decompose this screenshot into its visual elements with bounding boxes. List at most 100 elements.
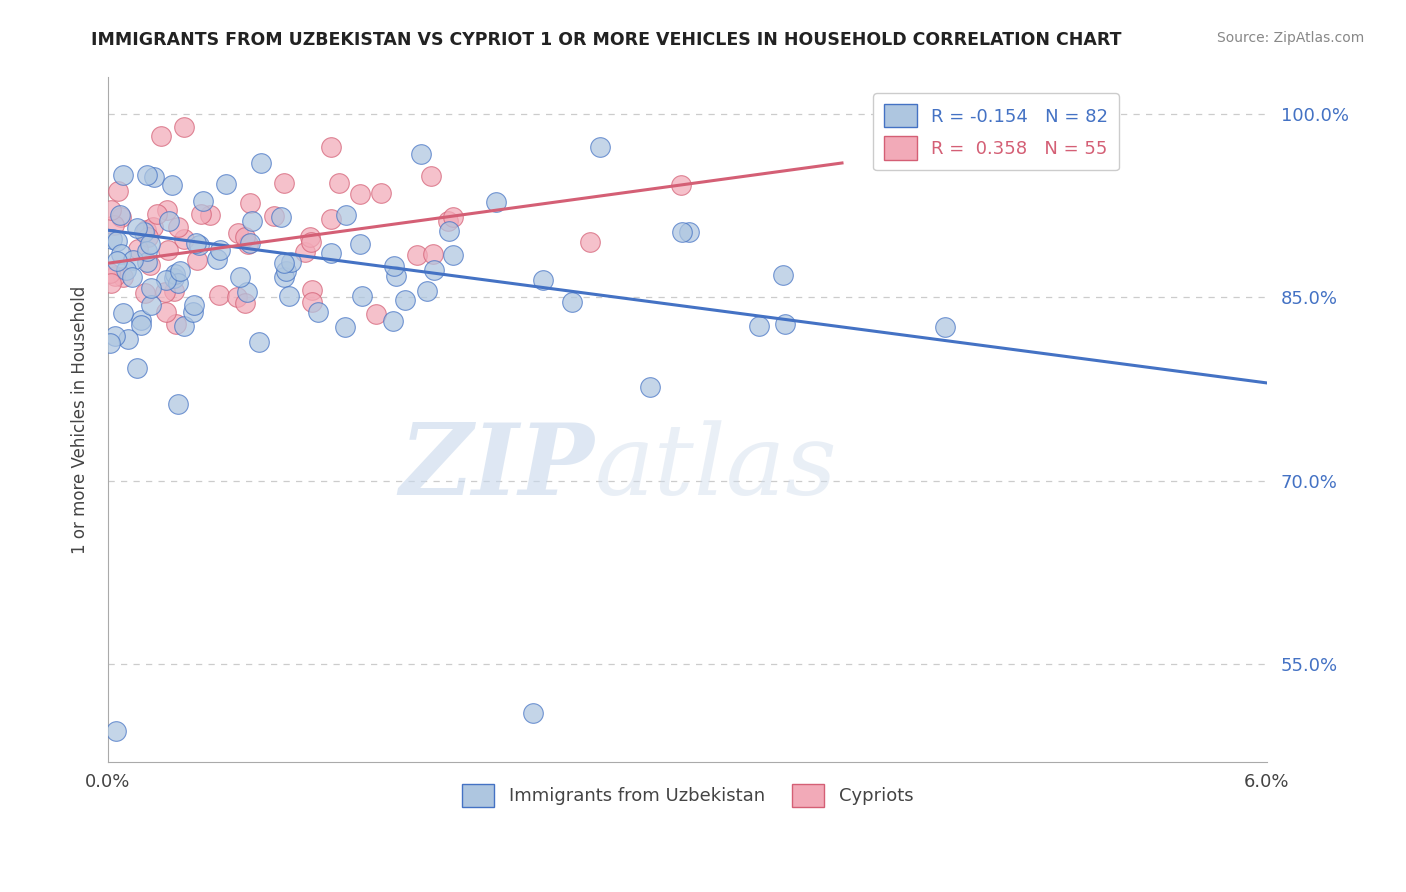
Point: [335, 208, 357, 222]
Point: [678, 225, 700, 239]
Point: [423, 262, 446, 277]
Point: [531, 273, 554, 287]
Point: [307, 304, 329, 318]
Point: [127, 221, 149, 235]
Point: [160, 178, 183, 193]
Point: [247, 334, 270, 349]
Point: [441, 247, 464, 261]
Point: [299, 235, 322, 249]
Text: ZIP: ZIP: [399, 419, 595, 516]
Point: [190, 207, 212, 221]
Point: [98, 336, 121, 351]
Point: [229, 270, 252, 285]
Point: [105, 254, 128, 268]
Point: [333, 320, 356, 334]
Y-axis label: 1 or more Vehicles in Household: 1 or more Vehicles in Household: [72, 285, 89, 554]
Point: [349, 237, 371, 252]
Point: [561, 295, 583, 310]
Point: [437, 224, 460, 238]
Point: [183, 298, 205, 312]
Point: [280, 255, 302, 269]
Point: [485, 195, 508, 210]
Point: [934, 320, 956, 334]
Point: [135, 255, 157, 269]
Point: [437, 214, 460, 228]
Point: [139, 297, 162, 311]
Point: [101, 232, 124, 246]
Point: [382, 259, 405, 273]
Point: [104, 329, 127, 343]
Point: [328, 176, 350, 190]
Point: [406, 248, 429, 262]
Point: [226, 226, 249, 240]
Point: [187, 237, 209, 252]
Point: [200, 208, 222, 222]
Point: [142, 220, 165, 235]
Point: [263, 209, 285, 223]
Point: [105, 234, 128, 248]
Point: [273, 256, 295, 270]
Point: [111, 306, 134, 320]
Point: [186, 252, 208, 267]
Point: [163, 284, 186, 298]
Point: [273, 269, 295, 284]
Point: [104, 724, 127, 739]
Point: [370, 186, 392, 201]
Point: [115, 263, 138, 277]
Point: [191, 194, 214, 208]
Point: [111, 168, 134, 182]
Point: [301, 295, 323, 310]
Point: [143, 170, 166, 185]
Point: [165, 317, 187, 331]
Point: [155, 273, 177, 287]
Text: Source: ZipAtlas.com: Source: ZipAtlas.com: [1216, 31, 1364, 45]
Point: [671, 178, 693, 192]
Point: [441, 211, 464, 225]
Point: [110, 210, 132, 224]
Point: [416, 284, 439, 298]
Legend: Immigrants from Uzbekistan, Cypriots: Immigrants from Uzbekistan, Cypriots: [454, 777, 921, 814]
Point: [181, 305, 204, 319]
Point: [772, 268, 794, 282]
Point: [163, 267, 186, 281]
Point: [134, 286, 156, 301]
Point: [366, 307, 388, 321]
Point: [214, 177, 236, 191]
Point: [129, 318, 152, 333]
Point: [522, 706, 544, 720]
Text: atlas: atlas: [595, 420, 838, 516]
Point: [100, 276, 122, 290]
Point: [149, 129, 172, 144]
Point: [103, 218, 125, 232]
Point: [157, 243, 180, 257]
Point: [239, 195, 262, 210]
Point: [233, 230, 256, 244]
Point: [236, 237, 259, 252]
Point: [173, 232, 195, 246]
Point: [184, 236, 207, 251]
Point: [578, 235, 600, 249]
Point: [773, 317, 796, 331]
Point: [167, 397, 190, 411]
Point: [125, 361, 148, 376]
Point: [157, 213, 180, 227]
Point: [146, 207, 169, 221]
Point: [107, 184, 129, 198]
Point: [409, 146, 432, 161]
Point: [136, 244, 159, 258]
Point: [167, 276, 190, 290]
Point: [122, 252, 145, 267]
Point: [274, 263, 297, 277]
Point: [169, 264, 191, 278]
Point: [236, 285, 259, 300]
Point: [671, 225, 693, 239]
Point: [273, 176, 295, 190]
Point: [173, 318, 195, 333]
Point: [239, 236, 262, 251]
Point: [352, 289, 374, 303]
Point: [233, 295, 256, 310]
Point: [110, 247, 132, 261]
Point: [321, 140, 343, 154]
Point: [156, 203, 179, 218]
Point: [139, 258, 162, 272]
